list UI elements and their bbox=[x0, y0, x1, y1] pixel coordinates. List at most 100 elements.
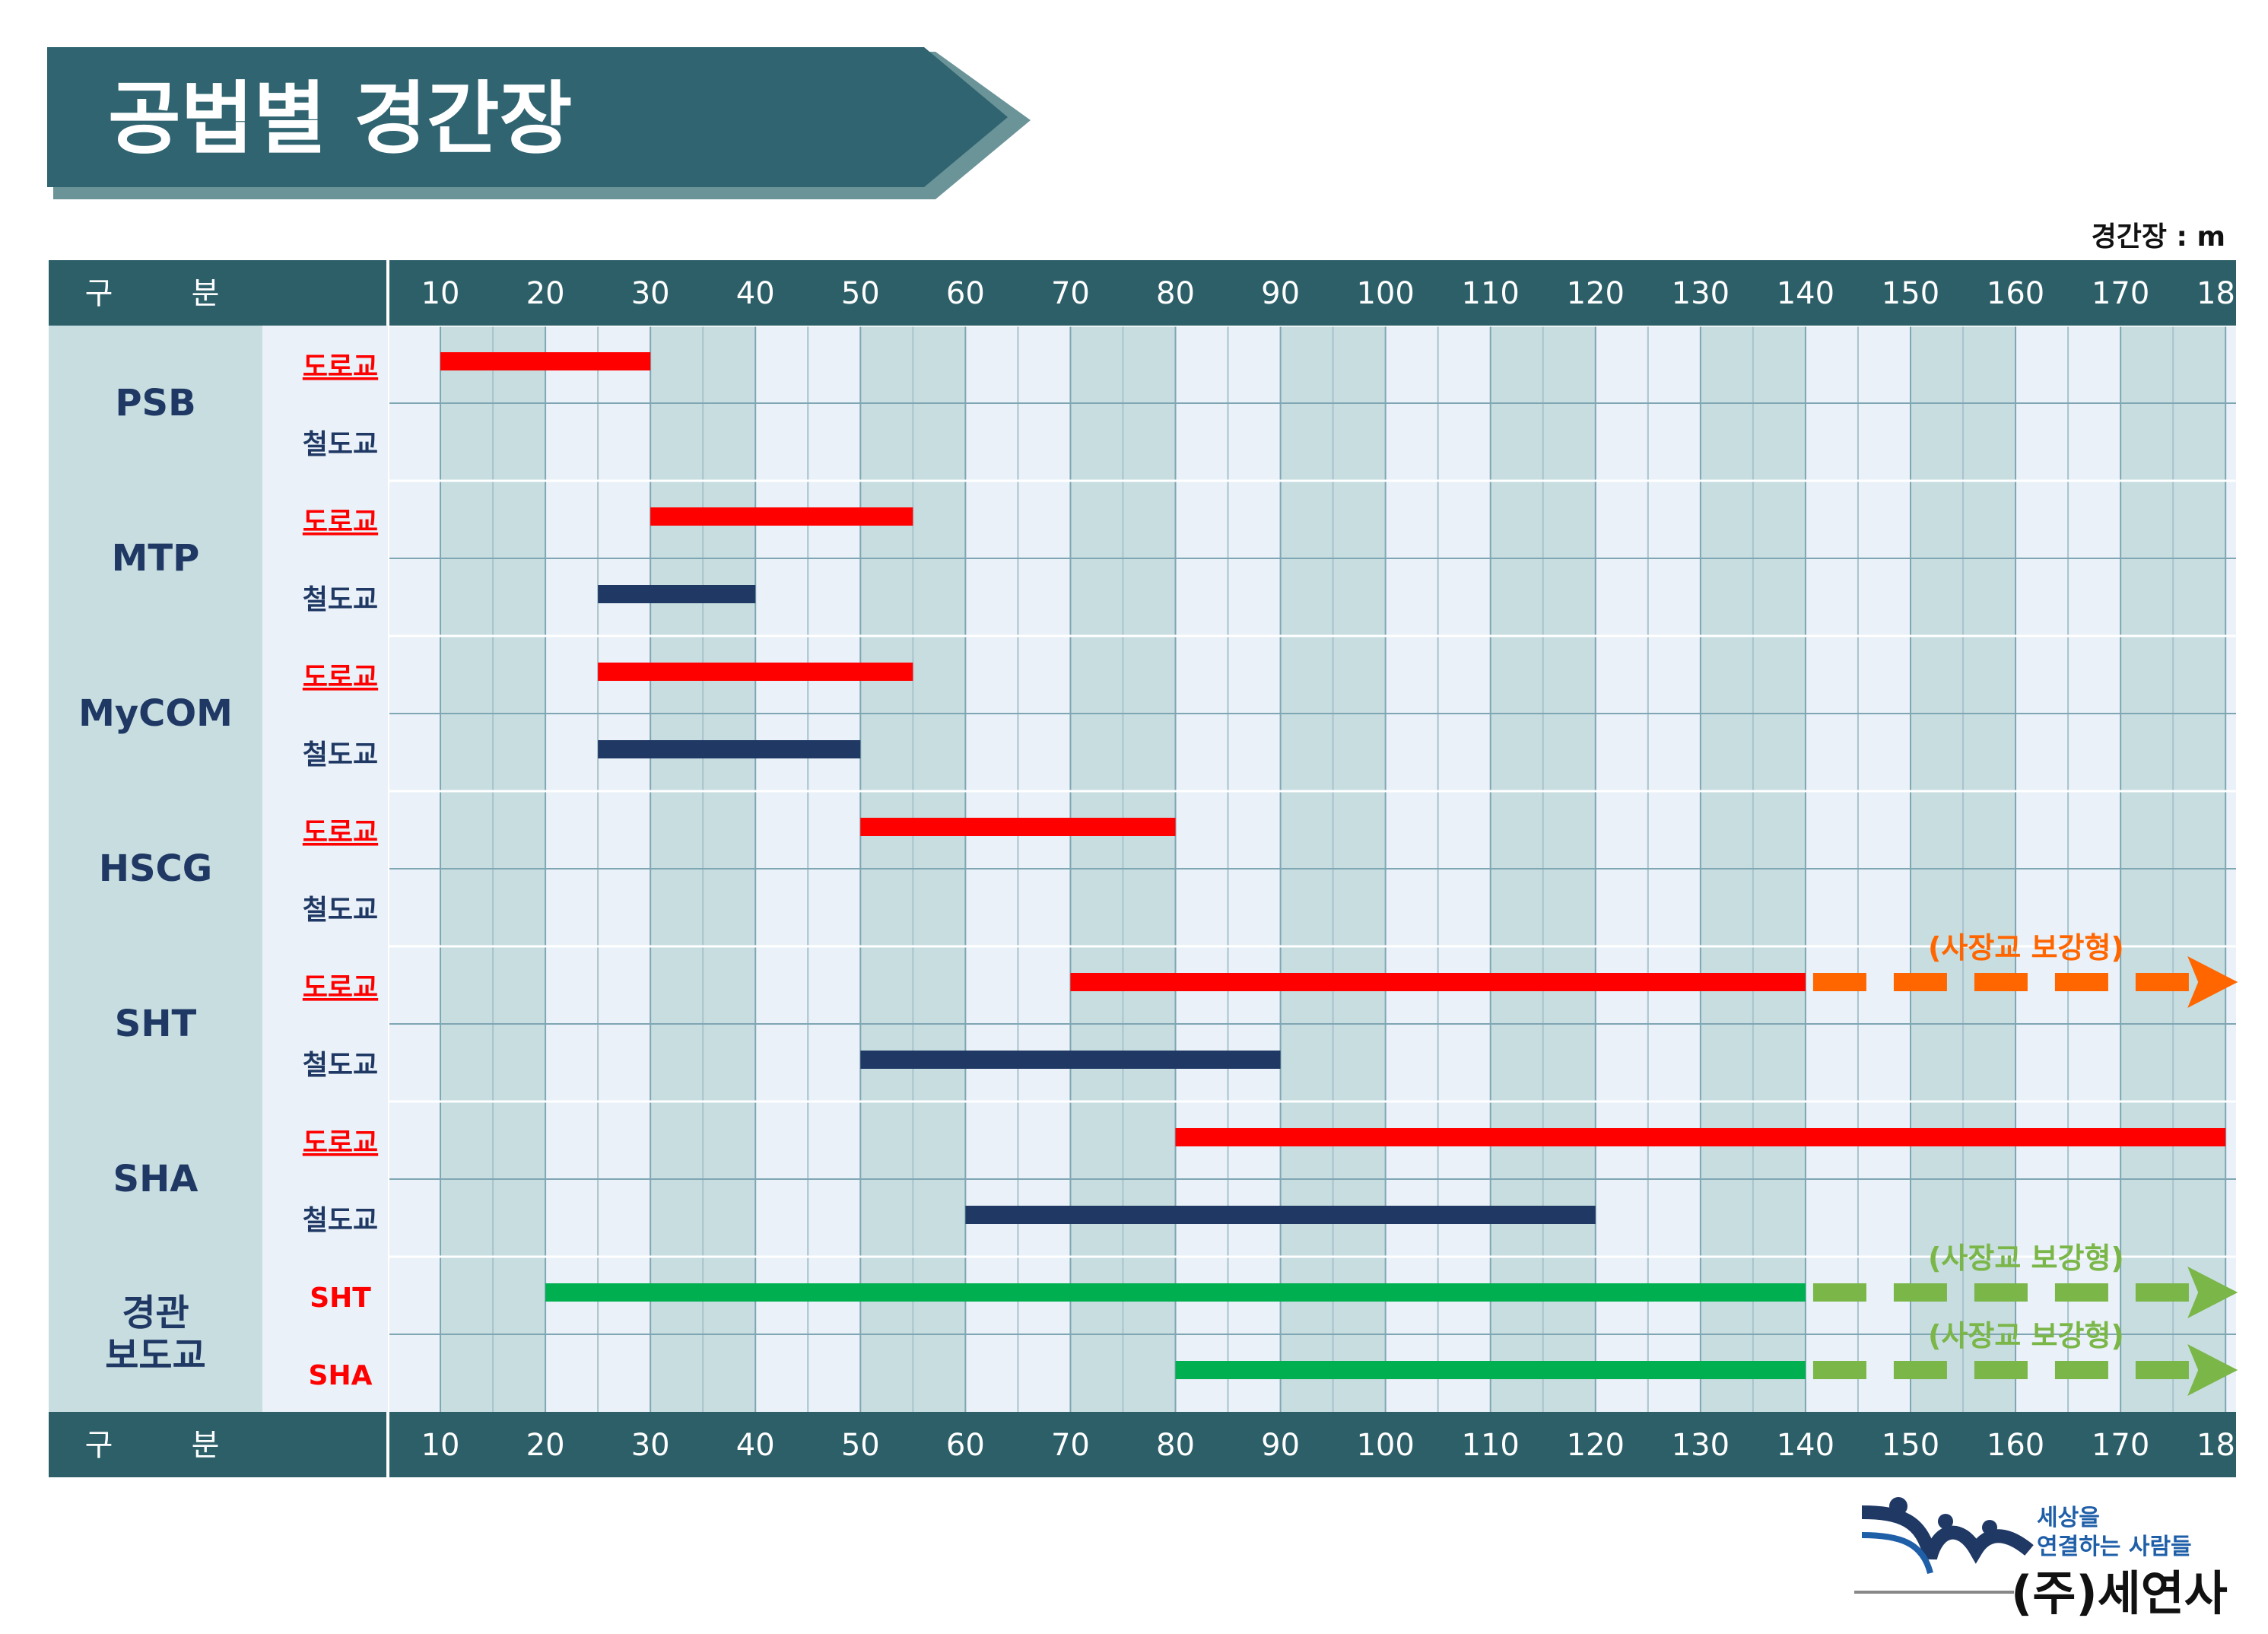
group-label-line: SHT bbox=[115, 1003, 197, 1045]
x-tick-label: 170 bbox=[2092, 1428, 2149, 1463]
range-bar bbox=[598, 740, 861, 758]
x-tick-label: 160 bbox=[1987, 1428, 2044, 1463]
axis-category-label: 분 bbox=[192, 1428, 220, 1463]
x-tick-label: 130 bbox=[1672, 1428, 1730, 1463]
x-tick-label: 110 bbox=[1462, 276, 1520, 311]
group-label-line: PSB bbox=[115, 382, 195, 424]
group-cells: PSB도로교철도교MTP도로교철도교MyCOM도로교철도교HSCG도로교철도교S… bbox=[49, 326, 388, 1412]
row-label: 도로교 bbox=[303, 351, 378, 383]
row-label: SHA bbox=[309, 1360, 373, 1391]
row-label: 도로교 bbox=[303, 662, 378, 693]
unit-label: 경간장 : m bbox=[2091, 221, 2225, 253]
bridge-logo-icon bbox=[1854, 1497, 2034, 1594]
group-label-line: HSCG bbox=[99, 847, 212, 890]
logo-company-name: (주)세연사 bbox=[2011, 1566, 2228, 1621]
extension-note: (사장교 보강형) bbox=[1928, 1319, 2124, 1353]
row-label: 도로교 bbox=[303, 1127, 378, 1159]
range-bar bbox=[1070, 973, 1806, 991]
group-label-line: MTP bbox=[112, 537, 200, 580]
x-tick-label: 170 bbox=[2092, 276, 2149, 311]
group-label: SHT bbox=[115, 1003, 197, 1045]
range-bar bbox=[650, 507, 913, 526]
axis-bar-bg bbox=[49, 1412, 2236, 1477]
group-label: SHA bbox=[113, 1158, 199, 1200]
group-label-line: SHA bbox=[113, 1158, 199, 1200]
group-label: MTP bbox=[112, 537, 200, 580]
x-tick-label: 180 bbox=[2197, 1428, 2254, 1463]
row-label-cell bbox=[262, 1102, 388, 1257]
range-bar bbox=[440, 352, 651, 370]
row-label: 철도교 bbox=[303, 895, 378, 926]
row-label: 철도교 bbox=[303, 584, 378, 615]
logo-slogan-line2: 연결하는 사람들 bbox=[2037, 1534, 2192, 1560]
title-banner: 공법별 경간장 bbox=[47, 47, 1031, 199]
group-label: HSCG bbox=[99, 847, 212, 890]
x-tick-label: 140 bbox=[1777, 1428, 1834, 1463]
x-tick-label: 80 bbox=[1156, 276, 1195, 311]
x-tick-label: 10 bbox=[421, 276, 460, 311]
title-banner-shape bbox=[47, 47, 1008, 187]
row-label-cell bbox=[262, 791, 388, 946]
x-tick-label: 30 bbox=[631, 276, 670, 311]
group-cell bbox=[49, 326, 262, 481]
group-label-line: 경관 bbox=[122, 1292, 189, 1334]
x-tick-label: 40 bbox=[736, 276, 775, 311]
range-bar bbox=[860, 818, 1176, 836]
row-label: 도로교 bbox=[303, 817, 378, 848]
company-logo: 세상을 연결하는 사람들 (주)세연사 bbox=[1854, 1489, 2250, 1621]
group-label: 경관 보도교 bbox=[105, 1292, 205, 1377]
group-cell bbox=[49, 636, 262, 791]
extension-note: (사장교 보강형) bbox=[1928, 931, 2124, 965]
x-tick-label: 50 bbox=[841, 1428, 880, 1463]
x-tick-label: 100 bbox=[1356, 1428, 1414, 1463]
x-tick-label: 80 bbox=[1156, 1428, 1195, 1463]
row-label: 도로교 bbox=[303, 972, 378, 1003]
group-label: MyCOM bbox=[78, 692, 233, 735]
x-tick-label: 180 bbox=[2197, 276, 2254, 311]
x-tick-label: 90 bbox=[1261, 1428, 1300, 1463]
range-bar bbox=[545, 1283, 1806, 1302]
group-label-line: 보도교 bbox=[105, 1334, 205, 1377]
group-cell bbox=[49, 791, 262, 946]
extension-arrow-icon bbox=[2187, 1344, 2238, 1396]
x-tick-label: 130 bbox=[1672, 276, 1730, 311]
group-label-line: MyCOM bbox=[78, 692, 233, 735]
axis-category-label: 구 bbox=[85, 1428, 113, 1463]
footer-bar: 구 분 10 20 30 40 50 60 70 80 90 100 110 120 130 140 150 16… bbox=[49, 1412, 2254, 1477]
x-tick-label: 150 bbox=[1882, 276, 1939, 311]
x-tick-label: 60 bbox=[946, 1428, 985, 1463]
row-label: 철도교 bbox=[303, 739, 378, 771]
row-label: 도로교 bbox=[303, 507, 378, 538]
group-cell bbox=[49, 1257, 262, 1412]
extension-arrow-icon bbox=[2187, 1267, 2238, 1318]
range-bar bbox=[965, 1206, 1596, 1224]
group-label: PSB bbox=[115, 382, 195, 424]
x-tick-label: 110 bbox=[1462, 1428, 1520, 1463]
extension-note: (사장교 보강형) bbox=[1928, 1241, 2124, 1275]
row-label: 철도교 bbox=[303, 1205, 378, 1236]
axis-bar-bg bbox=[49, 260, 2236, 326]
group-cell bbox=[49, 946, 262, 1102]
x-tick-label: 120 bbox=[1567, 1428, 1625, 1463]
group-cell bbox=[49, 1102, 262, 1257]
row-label-cell bbox=[262, 636, 388, 791]
range-bar bbox=[1175, 1128, 2226, 1146]
header-bar: 구 분 10 20 30 40 50 60 70 80 90 100 110 120 130 140 150 16… bbox=[49, 260, 2254, 326]
bars: (사장교 보강형) (사장교 보강형) (사장교 보강형) bbox=[440, 352, 2238, 1396]
x-tick-label: 70 bbox=[1051, 276, 1090, 311]
range-bar bbox=[1175, 1361, 1806, 1379]
x-tick-label: 30 bbox=[631, 1428, 670, 1463]
row-label: SHT bbox=[310, 1283, 371, 1314]
x-tick-label: 60 bbox=[946, 276, 985, 311]
page-title: 공법별 경간장 bbox=[108, 72, 572, 165]
extension-arrow-icon bbox=[2187, 956, 2238, 1008]
group-cell bbox=[49, 481, 262, 636]
x-tick-label: 160 bbox=[1987, 276, 2044, 311]
axis-category-label: 구 bbox=[85, 276, 113, 311]
range-bar bbox=[860, 1051, 1281, 1069]
range-bar bbox=[598, 585, 756, 603]
x-tick-label: 120 bbox=[1567, 276, 1625, 311]
row-label-cell bbox=[262, 481, 388, 636]
row-label-cell bbox=[262, 1257, 388, 1412]
